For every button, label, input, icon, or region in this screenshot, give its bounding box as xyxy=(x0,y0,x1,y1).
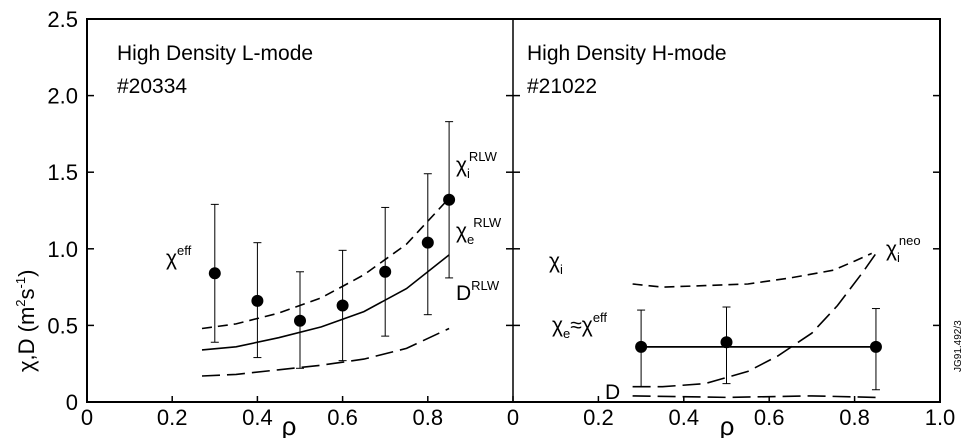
data-point xyxy=(720,336,733,349)
y-tick-label: 1.0 xyxy=(47,237,78,262)
data-point xyxy=(336,299,349,312)
x-tick-label: 0 xyxy=(81,405,93,430)
x-tick-label: 0.4 xyxy=(669,405,700,430)
data-point xyxy=(443,193,456,206)
left-panel-title: High Density L-mode xyxy=(117,42,313,65)
data-point xyxy=(379,265,392,278)
series-curve xyxy=(201,254,450,351)
label-chi-e-approx-eff: χe≈χeff xyxy=(552,310,607,341)
x-tick-label: 0.2 xyxy=(157,405,188,430)
right-panel-title: High Density H-mode xyxy=(527,42,727,65)
x-tick-label: 1.0 xyxy=(925,405,956,430)
x-tick-label: 0.2 xyxy=(583,405,614,430)
label-chi-i-rlw: χiRLW xyxy=(456,149,498,181)
x-axis-label-right: ρ xyxy=(720,411,735,438)
x-tick-label: 0.8 xyxy=(413,405,444,430)
axis-ticks: 0 0.2 0.4 0.6 0.8 0 0.5 1.0 1.5 2.0 2.5 0 0.2 0.4 0.6 0… xyxy=(47,7,955,430)
label-chi-e-rlw: χeRLW xyxy=(456,215,502,247)
series-curve xyxy=(201,327,450,377)
y-tick-label: 0.5 xyxy=(47,313,78,338)
x-tick-label: 0.8 xyxy=(839,405,870,430)
label-d-rlw: DRLW xyxy=(456,278,500,305)
label-chi-i-neo: χineo xyxy=(886,233,921,265)
label-d: D xyxy=(605,381,620,404)
chart-marks xyxy=(201,121,882,399)
x-tick-label: 0.4 xyxy=(242,405,273,430)
figure-code: JG91.492/3 xyxy=(953,320,964,372)
x-axis-label-left: ρ xyxy=(282,411,297,438)
series-curve xyxy=(201,197,450,330)
data-point xyxy=(421,236,434,249)
data-point xyxy=(208,267,221,280)
y-tick-label: 2.0 xyxy=(47,84,78,109)
series-curve xyxy=(632,252,877,388)
y-tick-label: 2.5 xyxy=(47,7,78,32)
series-curve xyxy=(632,395,877,399)
y-tick-label: 0 xyxy=(66,390,78,415)
y-tick-label: 1.5 xyxy=(47,160,78,185)
y-axis-label: χ,D (m2s-1) xyxy=(13,270,39,372)
left-panel-shot: #20334 xyxy=(117,75,187,98)
data-point xyxy=(251,294,264,307)
right-panel-shot: #21022 xyxy=(527,75,597,98)
data-point xyxy=(635,340,648,353)
series-curve xyxy=(632,252,873,288)
data-point xyxy=(294,314,306,327)
data-point xyxy=(869,340,882,353)
x-tick-label: 0.6 xyxy=(754,405,785,430)
label-chi-i: χi xyxy=(549,250,563,277)
label-chi-eff: χeff xyxy=(166,243,192,270)
x-tick-label: 0.6 xyxy=(327,405,358,430)
x-tick-label: 0 xyxy=(507,405,519,430)
